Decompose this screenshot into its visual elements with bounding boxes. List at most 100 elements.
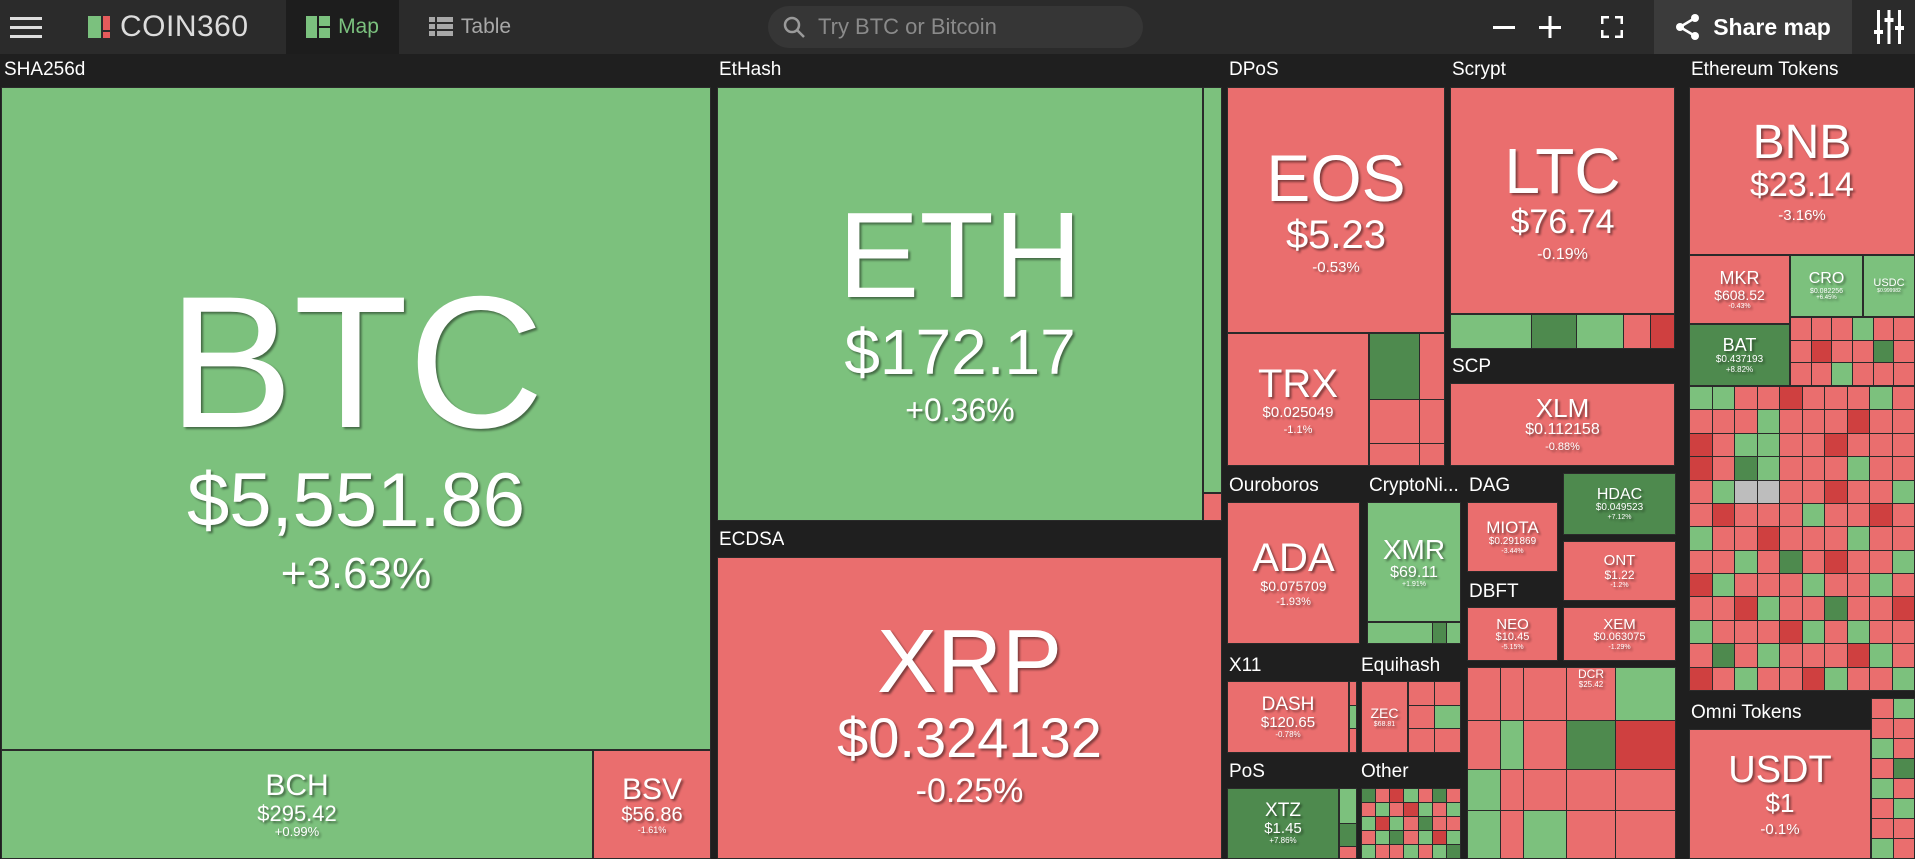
logo-mark-icon bbox=[88, 16, 110, 38]
equihash-minor-coins bbox=[1408, 681, 1461, 753]
coin-symbol: HDAC bbox=[1596, 485, 1643, 503]
coin-change: -3.16% bbox=[1778, 207, 1826, 225]
share-map-button[interactable]: Share map bbox=[1654, 0, 1852, 54]
eth-tokens-minor-coins-b bbox=[1689, 386, 1915, 691]
plus-icon bbox=[1539, 16, 1561, 38]
coin-price: $69.11 bbox=[1390, 563, 1438, 581]
group-label-scp: SCP bbox=[1452, 357, 1492, 376]
minor-coins-mosaic-a: DCR $25.42 bbox=[1467, 667, 1676, 859]
coin-price: $25.42 bbox=[1578, 679, 1604, 689]
coin-tile-usdt[interactable]: USDT $1 -0.1% bbox=[1689, 729, 1871, 859]
coin-symbol: DCR bbox=[1578, 668, 1604, 681]
coin-symbol: USDC bbox=[1873, 276, 1905, 289]
coin-tile-xem[interactable]: XEM $0.063075 -1.29% bbox=[1563, 607, 1676, 661]
coin-tile-dcr[interactable]: DCR $25.42 bbox=[1567, 668, 1615, 720]
coin-tile-ont[interactable]: ONT $1.22 -1.2% bbox=[1563, 541, 1676, 601]
logo-text: COIN360 bbox=[120, 10, 249, 43]
group-label-other: Other bbox=[1361, 762, 1409, 781]
coin-symbol: EOS bbox=[1266, 141, 1406, 216]
logo[interactable]: COIN360 bbox=[88, 0, 249, 54]
search-input[interactable] bbox=[816, 13, 1120, 41]
coin-symbol: XMR bbox=[1382, 534, 1446, 566]
coin-tile-ada[interactable]: ADA $0.075709 -1.93% bbox=[1227, 502, 1360, 644]
minus-icon bbox=[1493, 26, 1515, 29]
coin-tile-trx[interactable]: TRX $0.025049 -1.1% bbox=[1227, 333, 1369, 466]
coin-price: $0.075709 bbox=[1260, 578, 1327, 595]
coin-price: $0.437193 bbox=[1715, 354, 1764, 365]
coin-tile-zec[interactable]: ZEC $68.81 bbox=[1361, 681, 1408, 753]
coin-symbol: BAT bbox=[1722, 335, 1757, 356]
coin-tile-bat[interactable]: BAT $0.437193 +8.82% bbox=[1689, 324, 1790, 386]
coin-tile-xmr[interactable]: XMR $69.11 +1.91% bbox=[1367, 502, 1461, 622]
coin-tile-ltc[interactable]: LTC $76.74 -0.19% bbox=[1450, 87, 1675, 314]
coin-tile-hdac[interactable]: HDAC $0.049523 +7.12% bbox=[1563, 473, 1676, 535]
coin-tile-bsv[interactable]: BSV $56.86 -1.61% bbox=[593, 750, 711, 859]
menu-button[interactable] bbox=[0, 0, 52, 54]
coin-tile-miota[interactable]: MIOTA $0.291869 -3.44% bbox=[1467, 502, 1558, 572]
coin-price: $56.86 bbox=[621, 804, 683, 827]
coin-change: -0.1% bbox=[1760, 820, 1800, 838]
tab-map[interactable]: Map bbox=[286, 0, 399, 54]
coin-tile-mkr[interactable]: MKR $608.52 -0.43% bbox=[1689, 255, 1790, 324]
group-label-dpos: DPoS bbox=[1229, 60, 1279, 79]
coin-symbol: LTC bbox=[1504, 134, 1621, 207]
coin-tile-xtz[interactable]: XTZ $1.45 +7.86% bbox=[1227, 788, 1339, 859]
fullscreen-button[interactable] bbox=[1596, 0, 1628, 54]
tab-map-label: Map bbox=[338, 15, 379, 38]
coin-change: +0.36% bbox=[905, 391, 1015, 428]
group-label-sha256d: SHA256d bbox=[4, 60, 86, 79]
coin-tile-dash[interactable]: DASH $120.65 -0.78% bbox=[1227, 681, 1349, 753]
coin-tile-usdc[interactable]: USDC $0.999982 bbox=[1863, 255, 1915, 317]
coin-tile-small[interactable] bbox=[1203, 493, 1222, 521]
coin-change: -3.44% bbox=[1501, 547, 1524, 555]
tab-table-label: Table bbox=[460, 15, 512, 38]
group-label-ecdsa: ECDSA bbox=[719, 530, 785, 549]
coin-change: +6.45% bbox=[1816, 294, 1837, 301]
coin-symbol: BNB bbox=[1752, 116, 1852, 170]
coin-tile-xrp[interactable]: XRP $0.324132 -0.25% bbox=[717, 557, 1222, 859]
coin-price: $0.063075 bbox=[1593, 631, 1646, 644]
coin-price: $10.45 bbox=[1495, 631, 1530, 644]
coin-tile-xlm[interactable]: XLM $0.112158 -0.88% bbox=[1450, 383, 1675, 466]
settings-button[interactable] bbox=[1862, 0, 1915, 54]
zoom-out-button[interactable] bbox=[1488, 0, 1520, 54]
group-label-ethereum-tokens: Ethereum Tokens bbox=[1691, 60, 1839, 79]
coin-price: $76.74 bbox=[1510, 202, 1615, 241]
coin-symbol: XEM bbox=[1603, 615, 1636, 633]
top-bar: COIN360 Map Table Share map bbox=[0, 0, 1915, 54]
coin-tile-cro[interactable]: CRO $0.082256 +6.45% bbox=[1790, 255, 1863, 317]
coin-symbol: XLM bbox=[1535, 393, 1590, 424]
group-label-x11: X11 bbox=[1229, 656, 1262, 675]
coin-tile-neo[interactable]: NEO $10.45 -5.15% bbox=[1467, 607, 1558, 661]
coin-price: $0.324132 bbox=[837, 706, 1102, 769]
coin-symbol: ONT bbox=[1603, 552, 1636, 570]
coin-change: -1.29% bbox=[1608, 643, 1631, 651]
coin-price: $0.112158 bbox=[1525, 421, 1600, 439]
coin-change: +7.86% bbox=[1269, 836, 1297, 846]
group-label-omni-tokens: Omni Tokens bbox=[1691, 703, 1802, 722]
tab-table[interactable]: Table bbox=[415, 0, 525, 54]
scrypt-minor-coins bbox=[1450, 314, 1675, 349]
coin-tile-small[interactable] bbox=[1203, 87, 1222, 493]
coin-change: -0.25% bbox=[915, 771, 1024, 810]
omni-minor-coins bbox=[1871, 698, 1915, 859]
coin-symbol: USDT bbox=[1728, 748, 1832, 791]
coin-symbol: XRP bbox=[876, 611, 1063, 712]
other-minor-coins bbox=[1361, 788, 1461, 859]
coin-tile-btc[interactable]: BTC $5,551.86 +3.63% bbox=[1, 87, 711, 750]
coin-change: +0.99% bbox=[274, 823, 320, 839]
coin-tile-eth[interactable]: ETH $172.17 +0.36% bbox=[717, 87, 1203, 521]
cryptonight-minor-coins bbox=[1367, 622, 1461, 644]
coin-change: +7.12% bbox=[1607, 513, 1632, 521]
coin-price: $0.999982 bbox=[1877, 288, 1901, 295]
coin-symbol: NEO bbox=[1496, 615, 1529, 633]
group-label-dag: DAG bbox=[1469, 476, 1511, 495]
coin-tile-bnb[interactable]: BNB $23.14 -3.16% bbox=[1689, 87, 1915, 255]
coin-tile-bch[interactable]: BCH $295.42 +0.99% bbox=[1, 750, 593, 859]
coin-change: +1.91% bbox=[1402, 581, 1426, 589]
coin-change: -0.78% bbox=[1275, 729, 1301, 739]
coin-tile-eos[interactable]: EOS $5.23 -0.53% bbox=[1227, 87, 1445, 333]
coin-price: $23.14 bbox=[1750, 166, 1854, 205]
coin-price: $0.082256 bbox=[1809, 287, 1844, 295]
zoom-in-button[interactable] bbox=[1534, 0, 1566, 54]
